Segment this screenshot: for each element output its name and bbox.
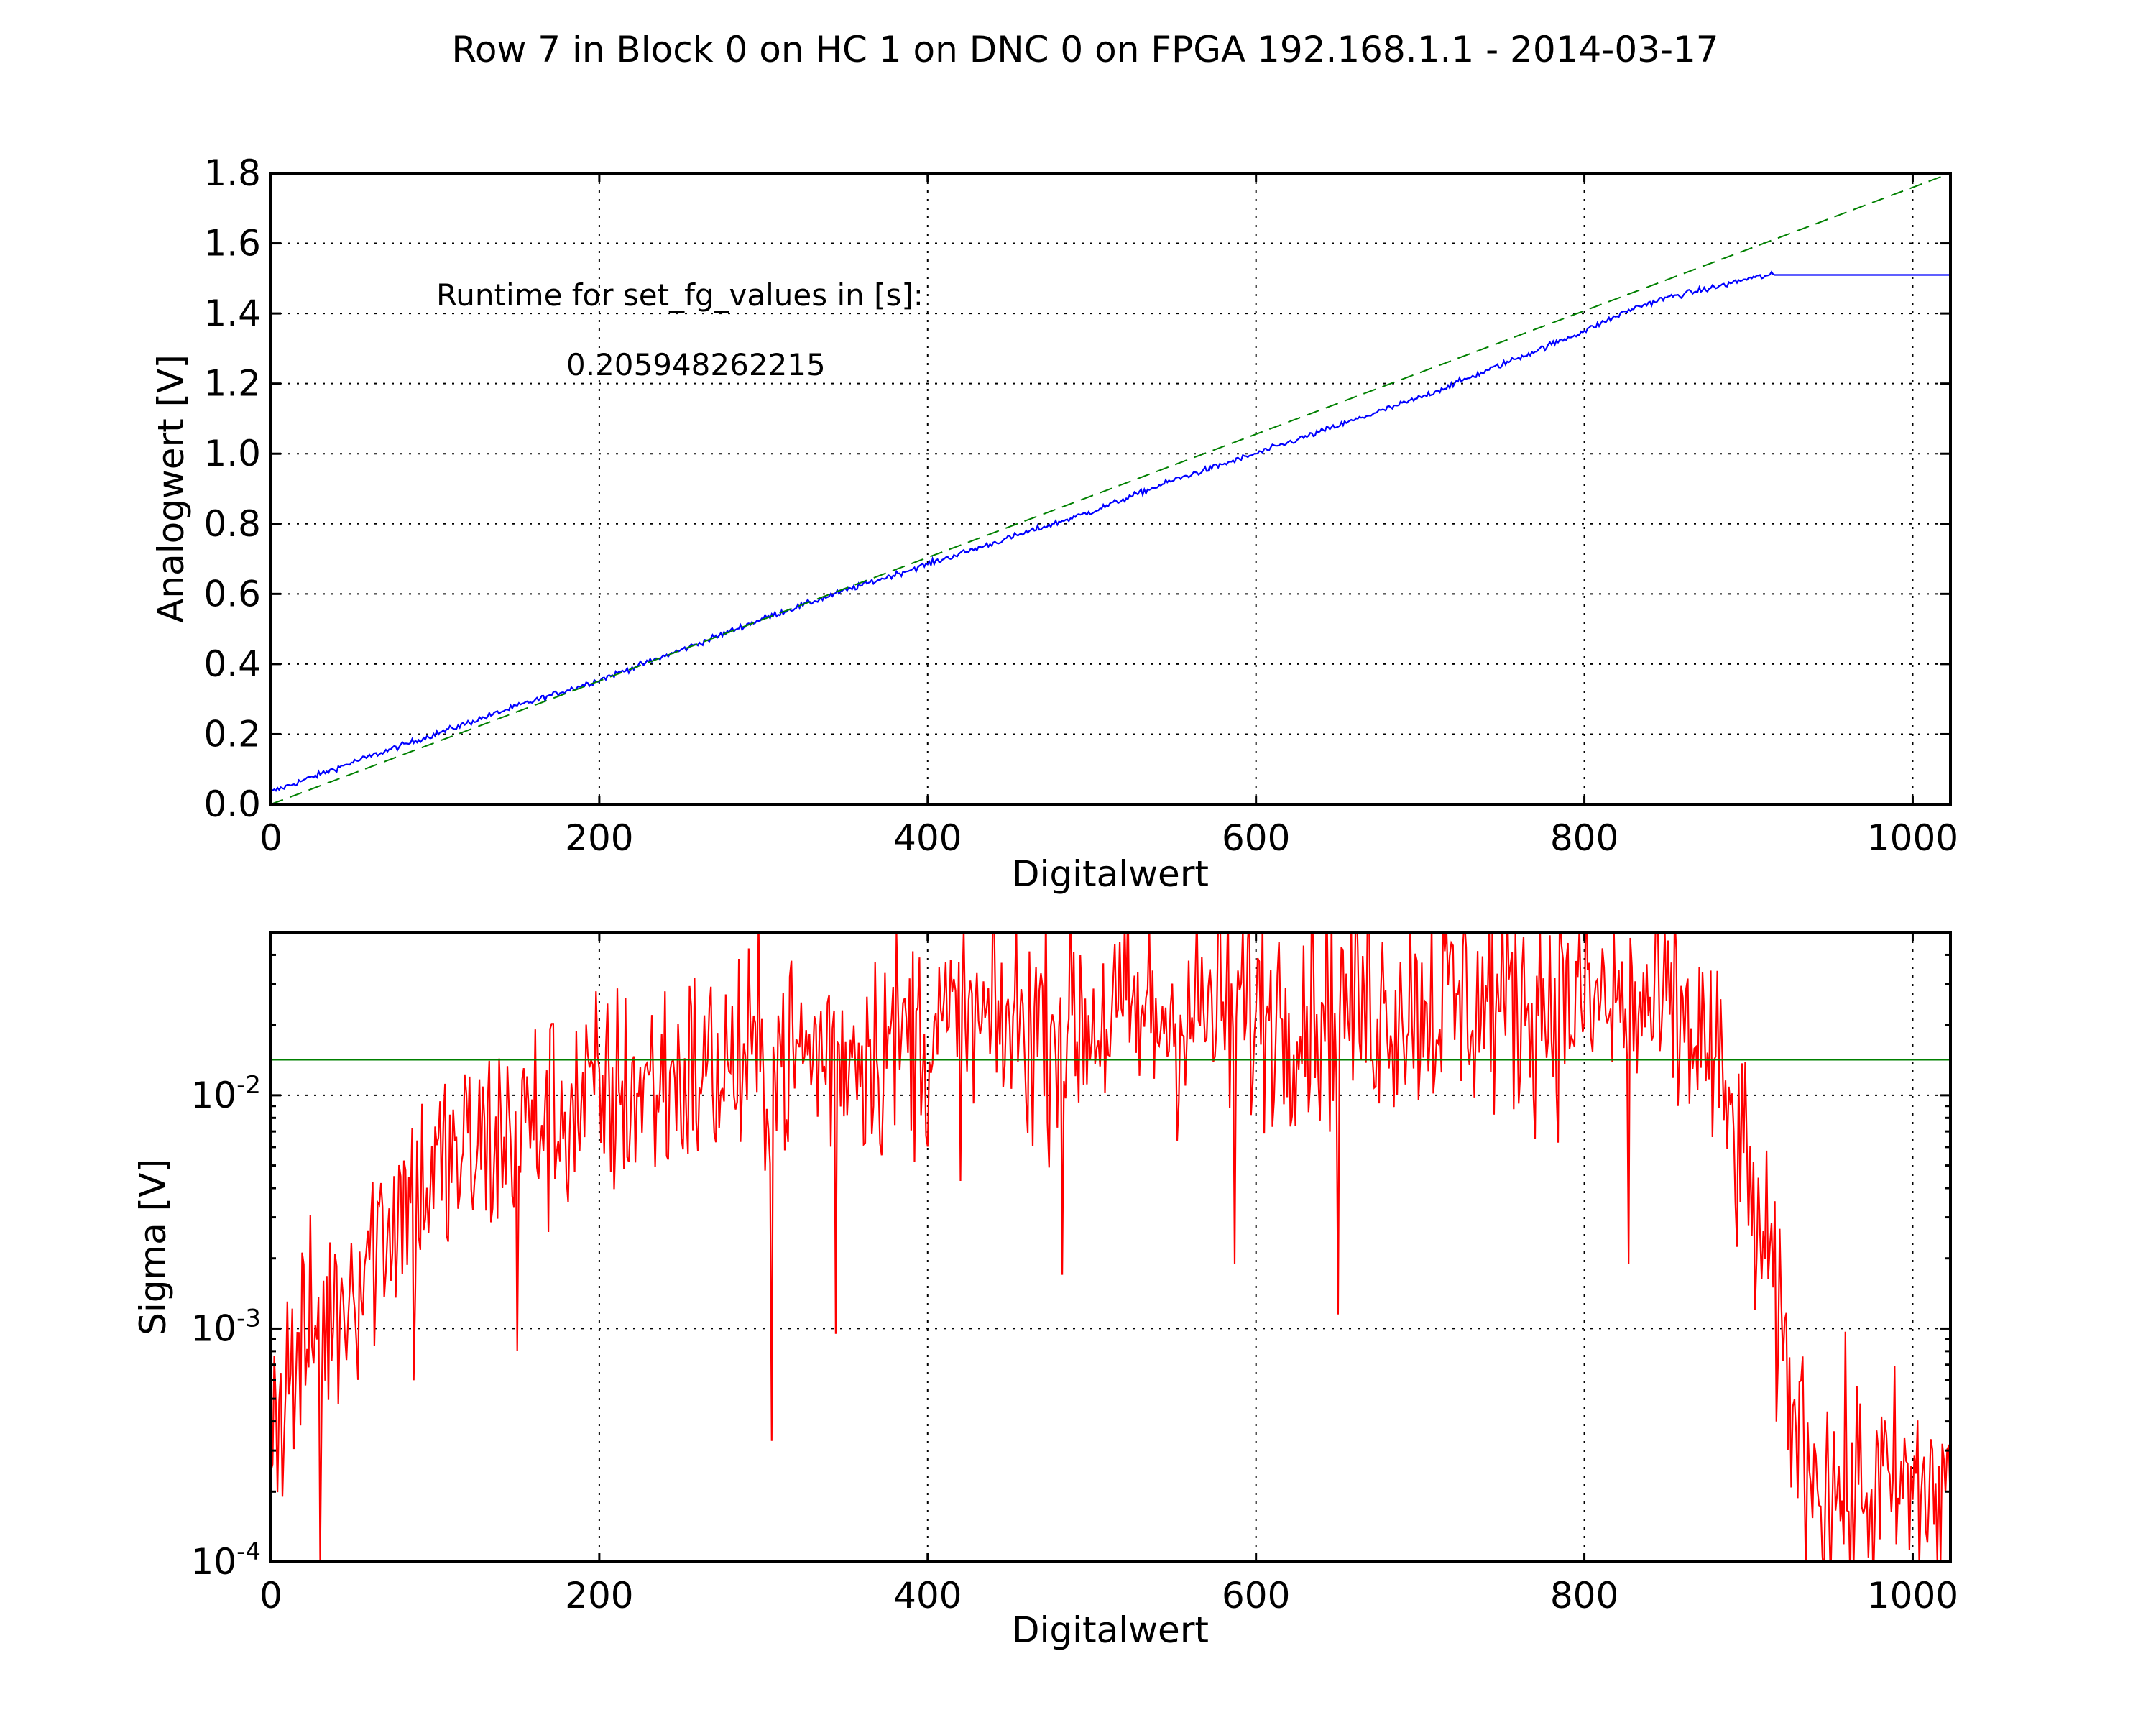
bottom-chart-x-tick-label: 1000 xyxy=(1867,1575,1958,1616)
bottom-chart-x-axis-label: Digitalwert xyxy=(1012,1609,1209,1651)
top-chart-series-0-line xyxy=(271,270,1950,792)
top-chart-y-tick-label: 1.2 xyxy=(203,363,261,405)
top-chart-y-tick-label: 0.0 xyxy=(203,783,261,825)
bottom-chart-y-axis-label: Sigma [V] xyxy=(132,1159,174,1335)
bottom-chart-x-tick-label: 600 xyxy=(1222,1575,1290,1616)
bottom-chart: 0 200 400 600 800 1000 10-4 10-3 10-2 Digitalwer… xyxy=(132,931,1958,1651)
top-chart-y-tick-label: 1.8 xyxy=(203,152,261,194)
top-chart-series-1-line xyxy=(271,173,1950,804)
bottom-chart-plot-area xyxy=(270,931,1952,1563)
runtime-annotation-value: 0.205948262215 xyxy=(566,347,826,382)
top-chart-x-tick-label: 400 xyxy=(893,817,962,859)
bottom-chart-x-tick-label: 800 xyxy=(1550,1575,1618,1616)
bottom-chart-x-tick-label: 400 xyxy=(893,1575,962,1616)
top-chart-y-tick-label: 0.8 xyxy=(203,503,261,545)
bottom-chart-x-tick-label: 0 xyxy=(259,1575,282,1616)
bottom-chart-y-tick-label: 10-2 xyxy=(190,1071,261,1116)
top-chart-y-tick-label: 0.6 xyxy=(203,573,261,615)
top-chart-y-tick-label: 0.2 xyxy=(203,713,261,755)
top-chart-y-tick-label: 1.4 xyxy=(203,293,261,334)
top-chart-y-tick-label: 1.0 xyxy=(203,433,261,474)
top-chart-y-axis-label: Analogwert [V] xyxy=(150,354,192,623)
top-chart-x-tick-label: 600 xyxy=(1222,817,1290,859)
top-chart: 0 200 400 600 800 1000 0.0 0.2 0.4 0.6 0.8 1.0 1.2 1.… xyxy=(150,152,1958,895)
top-chart-x-axis-label: Digitalwert xyxy=(1012,853,1209,895)
bottom-chart-series-0-line xyxy=(271,932,1950,1562)
runtime-annotation-label: Runtime for set_fg_values in [s]: xyxy=(436,277,923,313)
top-chart-y-tick-label: 1.6 xyxy=(203,223,261,264)
figure-title: Row 7 in Block 0 on HC 1 on DNC 0 on FPG… xyxy=(451,29,1718,70)
top-chart-plot-area xyxy=(270,172,1952,806)
top-chart-x-tick-label: 1000 xyxy=(1867,817,1958,859)
top-chart-x-tick-label: 800 xyxy=(1550,817,1618,859)
bottom-chart-y-tick-label: 10-3 xyxy=(190,1304,261,1349)
top-chart-x-tick-label: 0 xyxy=(259,817,282,859)
bottom-chart-y-tick-label: 10-4 xyxy=(190,1537,261,1583)
bottom-chart-x-tick-label: 200 xyxy=(565,1575,633,1616)
top-chart-y-tick-label: 0.4 xyxy=(203,643,261,685)
top-chart-x-tick-label: 200 xyxy=(565,817,633,859)
